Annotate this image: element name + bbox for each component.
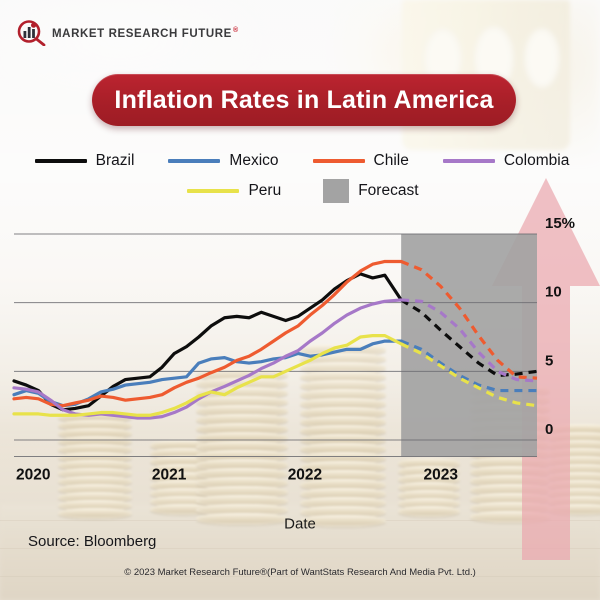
- x-axis-tick-label: 2022: [288, 466, 322, 483]
- forecast-swatch: [323, 179, 350, 203]
- legend-label: Forecast: [358, 182, 419, 199]
- brand-logo: MARKET RESEARCH FUTURE®: [16, 20, 239, 46]
- x-axis-title: Date: [284, 515, 316, 532]
- legend-label: Peru: [248, 182, 282, 199]
- y-axis-tick-label: 10: [545, 284, 562, 301]
- legend-item-forecast[interactable]: Forecast: [323, 179, 419, 203]
- forecast-band: [401, 234, 537, 457]
- page-title: Inflation Rates in Latin America: [114, 85, 494, 114]
- legend-line-swatch: [442, 159, 495, 163]
- legend-item-peru[interactable]: Peru: [187, 182, 281, 200]
- legend-label: Chile: [373, 152, 409, 169]
- x-axis-tick-label: 2020: [16, 466, 50, 483]
- series-line-actual: [12, 259, 403, 408]
- series-line-forecast: [400, 298, 538, 378]
- legend-line-swatch: [168, 159, 221, 163]
- legend-item-chile[interactable]: Chile: [312, 152, 409, 170]
- legend-line-swatch: [187, 189, 240, 193]
- series-brazil: [12, 272, 538, 412]
- legend-label: Brazil: [95, 152, 135, 169]
- series-peru: [12, 334, 538, 417]
- logo-wordmark: MARKET RESEARCH FUTURE: [52, 27, 232, 40]
- magnifier-bar-chart-icon: [17, 20, 46, 46]
- legend-line-swatch: [34, 159, 87, 163]
- chart-legend: Brazil Mexico Chile Colombia Peru Forecast: [0, 152, 600, 203]
- y-axis-tick-label: 15%: [545, 215, 575, 232]
- y-axis-tick-label: 5: [545, 352, 553, 369]
- x-axis-tick-label: 2023: [424, 466, 459, 483]
- legend-line-swatch: [312, 159, 365, 163]
- title-banner: Inflation Rates in Latin America: [92, 74, 516, 126]
- legend-label: Mexico: [229, 152, 279, 169]
- y-axis-tick-label: 0: [545, 421, 553, 438]
- series-line-forecast: [401, 298, 538, 383]
- series-line-actual: [12, 272, 403, 412]
- legend-item-brazil[interactable]: Brazil: [34, 152, 135, 170]
- logo-text: MARKET RESEARCH FUTURE®: [52, 27, 239, 40]
- copyright-note: © 2023 Market Research Future®(Part of W…: [124, 567, 476, 578]
- series-line-actual: [12, 334, 403, 417]
- legend-item-colombia[interactable]: Colombia: [442, 152, 570, 170]
- legend-item-mexico[interactable]: Mexico: [168, 152, 279, 170]
- series-line-forecast: [400, 259, 538, 380]
- x-axis-tick-label: 2021: [152, 466, 187, 483]
- series-line-forecast: [400, 342, 538, 408]
- source-note: Source: Bloomberg: [28, 533, 157, 550]
- series-chile: [12, 259, 538, 408]
- legend-label: Colombia: [503, 152, 570, 169]
- registered-mark: ®: [232, 26, 239, 34]
